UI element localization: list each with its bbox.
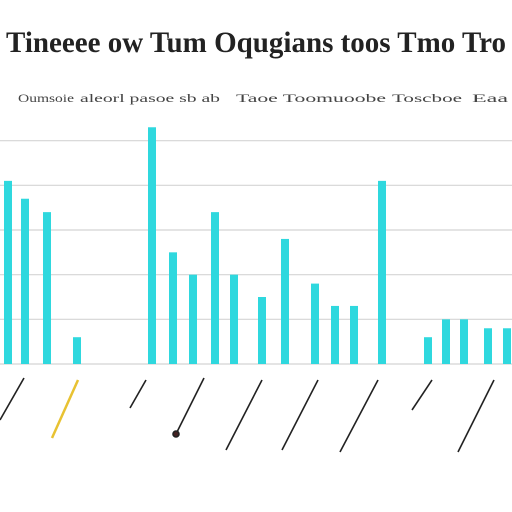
bar	[230, 274, 238, 364]
bar	[148, 127, 156, 365]
bar	[189, 274, 197, 364]
bar	[503, 328, 511, 364]
bar	[258, 297, 266, 364]
bar	[350, 305, 358, 364]
bar	[21, 198, 29, 364]
subtitle-text: Toscboe	[392, 91, 462, 105]
bar	[4, 180, 12, 364]
bar	[169, 252, 177, 364]
bar	[73, 337, 81, 364]
subtitle-text: Oumsoie	[18, 91, 74, 105]
bar	[331, 305, 339, 364]
bar	[424, 337, 432, 364]
bar	[211, 212, 219, 364]
bar	[442, 319, 450, 364]
subtitle-text: Eaa	[472, 91, 509, 105]
bar	[484, 328, 492, 364]
chart-title: Tineeee ow Tum Oqugians toos Tmo Tro	[6, 26, 506, 59]
x-decor	[0, 377, 495, 453]
subtitle-text: aleorl pasoe sb ab	[80, 91, 220, 105]
subtitle-text: Taoe Toomuoobe	[236, 91, 386, 105]
bar	[460, 319, 468, 364]
bar	[281, 238, 289, 364]
bar	[378, 180, 386, 364]
bar	[311, 283, 319, 364]
bar	[43, 212, 51, 364]
